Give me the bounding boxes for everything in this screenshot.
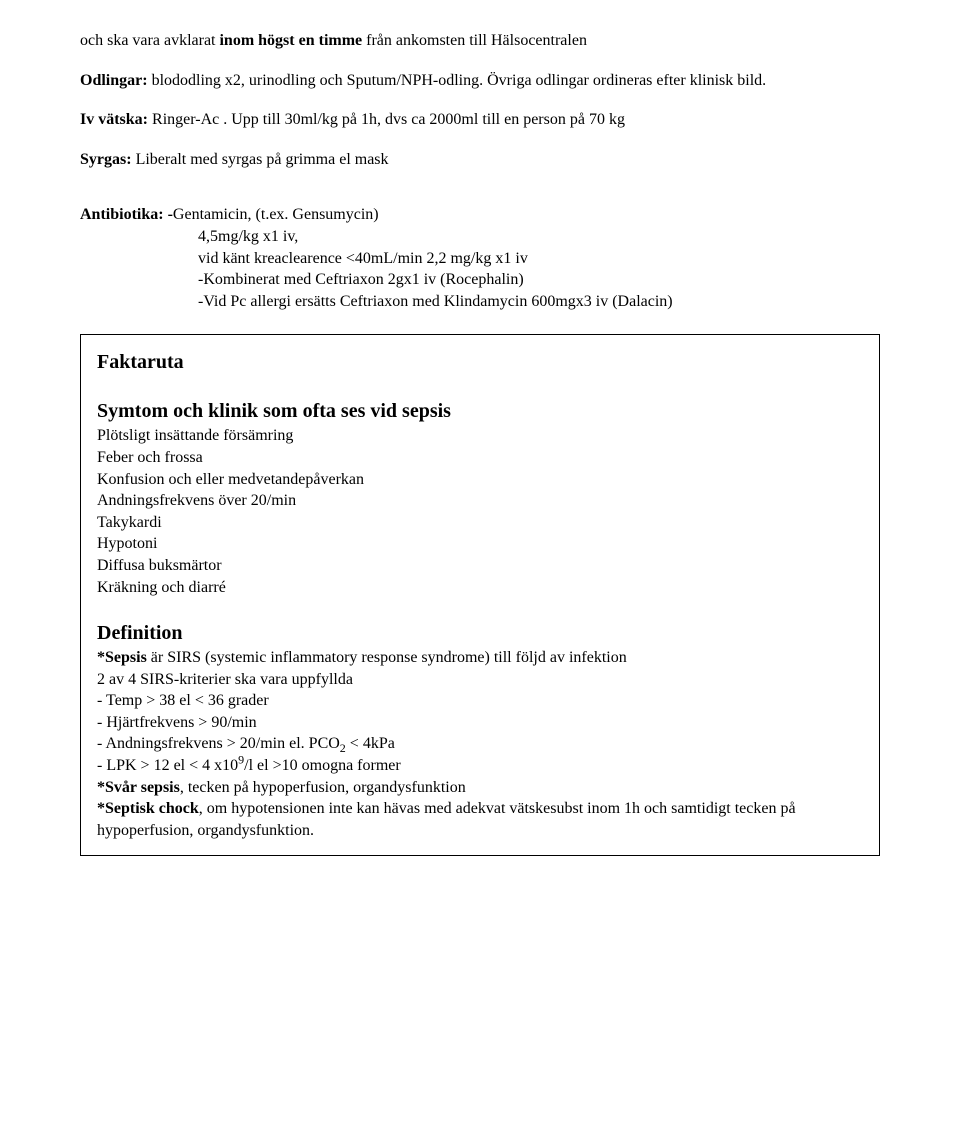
- symtom-list: Plötsligt insättande försämring Feber oc…: [97, 425, 863, 598]
- symtom-item: Plötsligt insättande försämring: [97, 425, 863, 447]
- faktaruta-box: Faktaruta Symtom och klinik som ofta ses…: [80, 334, 880, 856]
- symtom-item: Takykardi: [97, 512, 863, 534]
- def-line5-b: < 4kPa: [346, 735, 395, 752]
- syrgas-text: Liberalt med syrgas på grimma el mask: [136, 151, 389, 168]
- symtom-item: Diffusa buksmärtor: [97, 555, 863, 577]
- antibiotika-text1: Gentamicin, (t.ex. Gensumycin): [173, 206, 379, 223]
- def-svar-line: *Svår sepsis, tecken på hypoperfusion, o…: [97, 777, 863, 799]
- def-line5: - Andningsfrekvens > 20/min el. PCO2 < 4…: [97, 733, 863, 755]
- symtom-title: Symtom och klinik som ofta ses vid sepsi…: [97, 398, 863, 425]
- intro-line: och ska vara avklarat inom högst en timm…: [80, 30, 880, 52]
- intro-text-c: från ankomsten till Hälsocentralen: [362, 32, 587, 49]
- def-sepsis-line: *Sepsis är SIRS (systemic inflammatory r…: [97, 647, 863, 669]
- def-line6-b: /l el >10 omogna former: [244, 757, 401, 774]
- def-line2: 2 av 4 SIRS-kriterier ska vara uppfyllda: [97, 669, 863, 691]
- definition-title: Definition: [97, 620, 863, 647]
- antibiotika-ind4: -Vid Pc allergi ersätts Ceftriaxon med K…: [198, 291, 880, 313]
- def-sepsis-text: är SIRS (systemic inflammatory response …: [147, 649, 627, 666]
- vatska-label: Iv vätska:: [80, 111, 152, 128]
- faktaruta-title: Faktaruta: [97, 349, 863, 376]
- symtom-item: Hypotoni: [97, 533, 863, 555]
- antibiotika-label: Antibiotika: -: [80, 206, 173, 223]
- intro-text-bold: inom högst en timme: [219, 32, 362, 49]
- def-line4: - Hjärtfrekvens > 90/min: [97, 712, 863, 734]
- antibiotika-para: Antibiotika: -Gentamicin, (t.ex. Gensumy…: [80, 204, 880, 226]
- def-svar-label: *Svår sepsis: [97, 779, 180, 796]
- symtom-item: Andningsfrekvens över 20/min: [97, 490, 863, 512]
- def-line6-a: - LPK > 12 el < 4 x10: [97, 757, 238, 774]
- odlingar-text: blododling x2, urinodling och Sputum/NPH…: [152, 72, 767, 89]
- antibiotika-ind2: vid känt kreaclearence <40mL/min 2,2 mg/…: [198, 248, 880, 270]
- def-line5-a: - Andningsfrekvens > 20/min el. PCO: [97, 735, 340, 752]
- antibiotika-ind1: 4,5mg/kg x1 iv,: [198, 226, 880, 248]
- odlingar-para: Odlingar: blododling x2, urinodling och …: [80, 70, 880, 92]
- def-svar-text: , tecken på hypoperfusion, organdysfunkt…: [180, 779, 466, 796]
- def-line6: - LPK > 12 el < 4 x109/l el >10 omogna f…: [97, 755, 863, 777]
- odlingar-label: Odlingar:: [80, 72, 152, 89]
- vatska-para: Iv vätska: Ringer-Ac . Upp till 30ml/kg …: [80, 109, 880, 131]
- def-chock-line: *Septisk chock, om hypotensionen inte ka…: [97, 798, 863, 841]
- def-chock-label: *Septisk chock: [97, 800, 199, 817]
- symtom-item: Konfusion och eller medvetandepåverkan: [97, 469, 863, 491]
- def-chock-text: , om hypotensionen inte kan hävas med ad…: [97, 800, 796, 839]
- page: och ska vara avklarat inom högst en timm…: [40, 0, 920, 896]
- def-sepsis-label: *Sepsis: [97, 649, 147, 666]
- antibiotika-ind3: -Kombinerat med Ceftriaxon 2gx1 iv (Roce…: [198, 269, 880, 291]
- syrgas-para: Syrgas: Liberalt med syrgas på grimma el…: [80, 149, 880, 171]
- vatska-text: Ringer-Ac . Upp till 30ml/kg på 1h, dvs …: [152, 111, 625, 128]
- def-line3: - Temp > 38 el < 36 grader: [97, 690, 863, 712]
- symtom-item: Feber och frossa: [97, 447, 863, 469]
- definition-list: *Sepsis är SIRS (systemic inflammatory r…: [97, 647, 863, 841]
- intro-text-a: och ska vara avklarat: [80, 32, 219, 49]
- syrgas-label: Syrgas:: [80, 151, 136, 168]
- antibiotika-indent: 4,5mg/kg x1 iv, vid känt kreaclearence <…: [198, 226, 880, 312]
- symtom-item: Kräkning och diarré: [97, 577, 863, 599]
